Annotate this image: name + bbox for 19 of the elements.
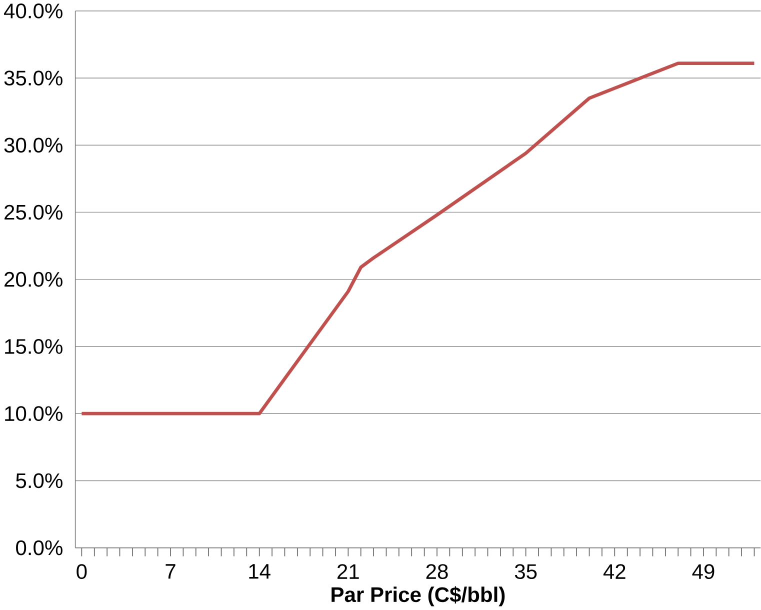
x-tick-label: 49 [692, 564, 714, 580]
x-tick-label: 14 [249, 564, 270, 579]
y-tick-label: 5.0% [16, 473, 62, 488]
x-tick-label: 28 [426, 564, 448, 580]
y-tick-label: 30.0% [4, 138, 62, 153]
y-tick-label: 35.0% [4, 70, 62, 86]
y-tick-label: 20.0% [4, 272, 62, 287]
y-tick-label: 25.0% [4, 204, 62, 220]
y-tick-label: 0.0% [16, 540, 62, 556]
x-tick-label: 0 [76, 564, 87, 580]
y-tick-label: 40.0% [4, 4, 62, 19]
y-tick-label: 15.0% [5, 339, 62, 354]
x-tick-label: 35 [514, 564, 537, 580]
x-tick-label: 7 [166, 564, 176, 579]
line-series [80, 62, 756, 416]
y-tick-label: 10.0% [5, 406, 62, 422]
x-tick-label: 21 [338, 564, 359, 579]
x-tick-label: 42 [603, 564, 626, 579]
x-axis-title: Par Price (C$/bbl) [332, 586, 505, 606]
